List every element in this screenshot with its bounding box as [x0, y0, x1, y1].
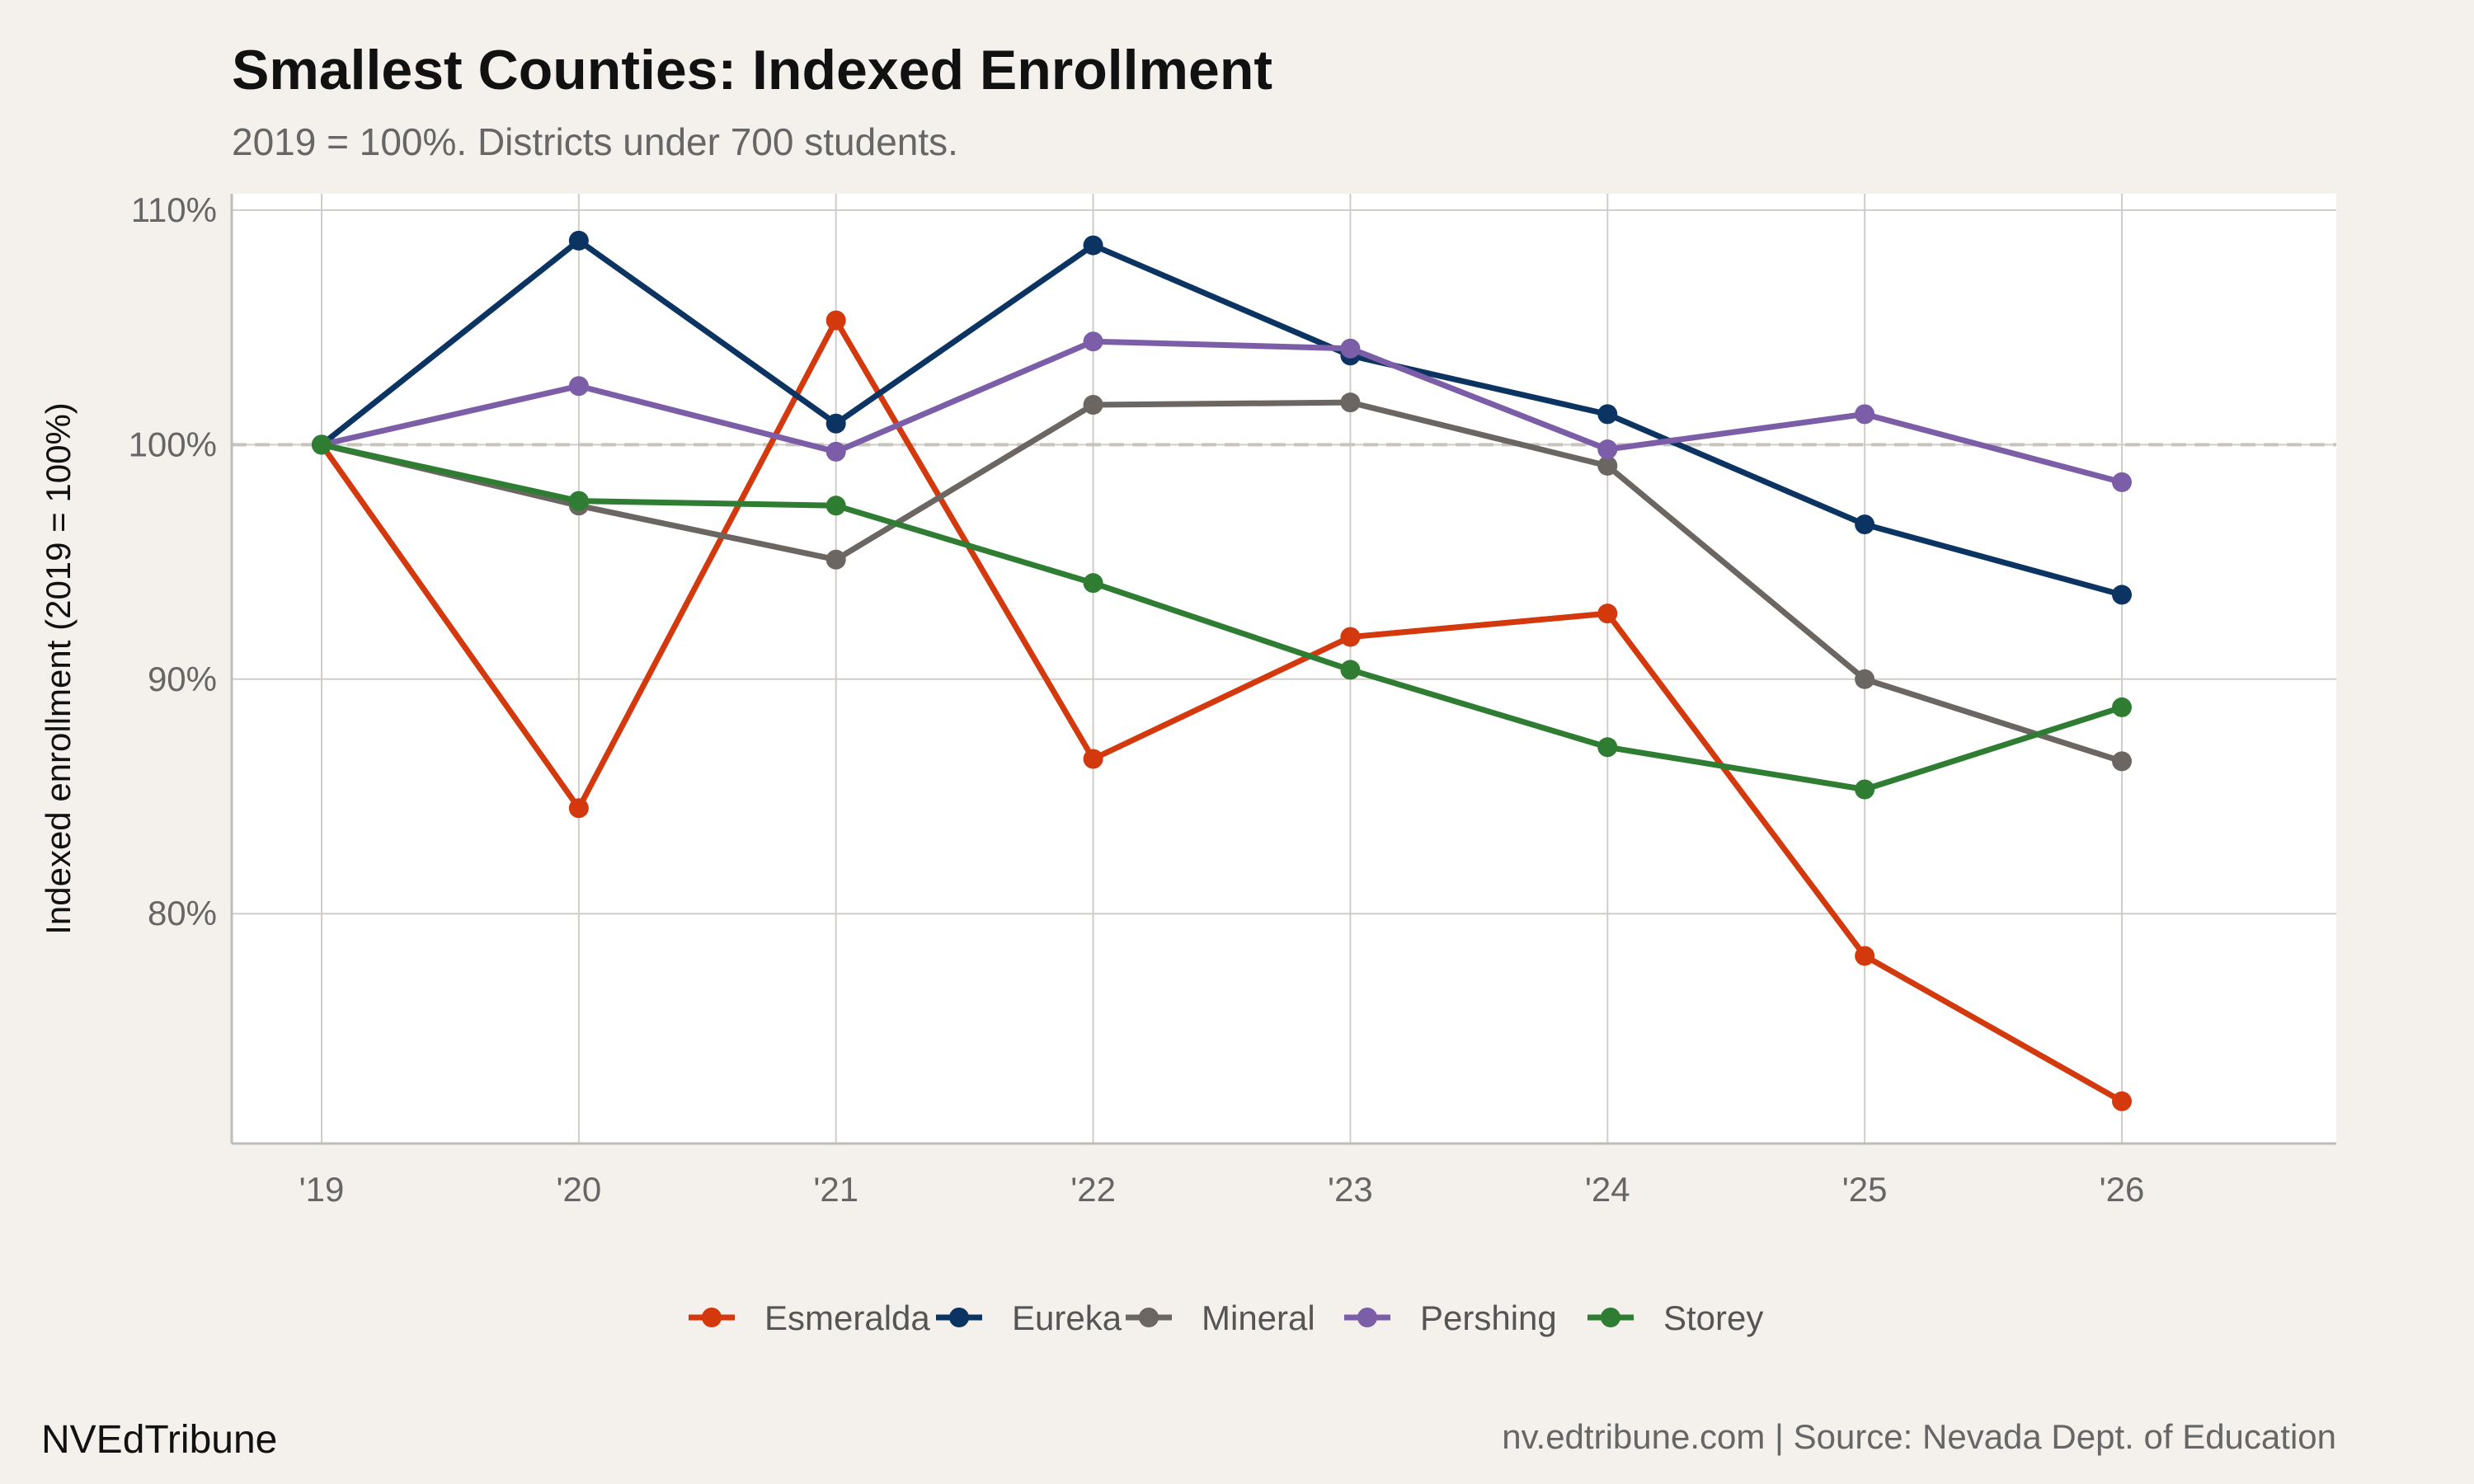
legend-key-point — [949, 1308, 969, 1327]
x-tick-label: '24 — [1585, 1170, 1630, 1209]
legend-key-point — [702, 1308, 722, 1327]
point-esmeralda — [1855, 946, 1875, 966]
legend: Esmeralda Eureka Mineral Pershing Storey — [689, 1298, 1763, 1337]
point-mineral — [1083, 395, 1103, 415]
series-pershing — [312, 331, 2132, 492]
point-storey — [568, 491, 589, 511]
point-eureka — [568, 230, 589, 251]
x-tick-label: '22 — [1070, 1170, 1116, 1209]
legend-key-point — [1601, 1308, 1620, 1327]
point-eureka — [1083, 235, 1103, 256]
legend-key-point — [1139, 1308, 1159, 1327]
legend-label: Storey — [1663, 1298, 1763, 1337]
point-eureka — [2112, 585, 2132, 605]
legend-label: Esmeralda — [764, 1298, 930, 1337]
point-eureka — [1597, 404, 1618, 425]
line-eureka — [319, 237, 2123, 598]
line-mineral — [321, 399, 2124, 764]
y-tick-labels: 80% 90% 100% 110% — [129, 190, 217, 932]
point-storey — [1855, 779, 1875, 800]
line-pershing — [321, 338, 2123, 486]
source-label: nv.edtribune.com | Source: Nevada Dept. … — [1502, 1417, 2336, 1456]
point-storey — [1597, 737, 1618, 758]
point-pershing — [1340, 338, 1361, 359]
point-pershing — [825, 441, 846, 462]
x-tick-label: '26 — [2100, 1170, 2145, 1209]
y-tick-label: 90% — [148, 660, 217, 698]
y-tick-label: 110% — [131, 190, 217, 229]
series-group — [312, 230, 2132, 1111]
point-eureka — [825, 413, 846, 434]
legend-key-point — [1357, 1308, 1377, 1327]
chart-title: Smallest Counties: Indexed Enrollment — [232, 39, 1272, 101]
legend-item-mineral: Mineral — [1126, 1298, 1315, 1337]
x-tick-label: '19 — [299, 1170, 345, 1209]
point-mineral — [1855, 669, 1875, 689]
point-storey — [825, 495, 846, 516]
point-mineral — [825, 549, 846, 570]
point-pershing — [2112, 472, 2132, 492]
chart-subtitle: 2019 = 100%. Districts under 700 student… — [232, 120, 958, 163]
point-mineral — [2112, 751, 2132, 772]
point-pershing — [1597, 439, 1618, 460]
series-storey — [312, 434, 2132, 800]
x-tick-label: '23 — [1328, 1170, 1373, 1209]
legend-item-storey: Storey — [1587, 1298, 1763, 1337]
point-pershing — [1083, 331, 1103, 352]
point-pershing — [568, 376, 589, 397]
legend-label: Eureka — [1012, 1298, 1122, 1337]
line-esmeralda — [319, 317, 2124, 1104]
y-tick-label: 80% — [148, 894, 217, 932]
x-tick-label: '21 — [813, 1170, 858, 1209]
point-esmeralda — [568, 798, 589, 819]
legend-item-pershing: Pershing — [1344, 1298, 1557, 1337]
point-mineral — [1340, 392, 1361, 413]
legend-label: Pershing — [1420, 1298, 1557, 1337]
point-esmeralda — [2112, 1091, 2132, 1111]
point-esmeralda — [1597, 603, 1618, 624]
point-storey — [2112, 697, 2132, 717]
brand-label: NVEdTribune — [41, 1418, 277, 1462]
line-storey — [321, 441, 2124, 792]
x-tick-label: '20 — [556, 1170, 601, 1209]
series-esmeralda — [312, 310, 2132, 1111]
point-mineral — [1597, 455, 1618, 476]
legend-label: Mineral — [1202, 1298, 1315, 1337]
point-esmeralda — [825, 310, 846, 331]
point-esmeralda — [1083, 749, 1103, 769]
point-esmeralda — [1340, 627, 1361, 647]
y-axis-label: Indexed enrollment (2019 = 100%) — [39, 402, 78, 935]
point-storey — [1340, 660, 1361, 680]
point-eureka — [1855, 514, 1875, 535]
legend-item-eureka: Eureka — [936, 1298, 1122, 1337]
y-tick-label: 100% — [129, 425, 217, 463]
point-storey — [312, 434, 332, 455]
point-storey — [1083, 573, 1103, 594]
legend-item-esmeralda: Esmeralda — [689, 1298, 930, 1337]
x-tick-labels: '19 '20 '21 '22 '23 '24 '25 '26 — [299, 1170, 2145, 1209]
point-pershing — [1855, 404, 1875, 425]
x-tick-label: '25 — [1842, 1170, 1888, 1209]
